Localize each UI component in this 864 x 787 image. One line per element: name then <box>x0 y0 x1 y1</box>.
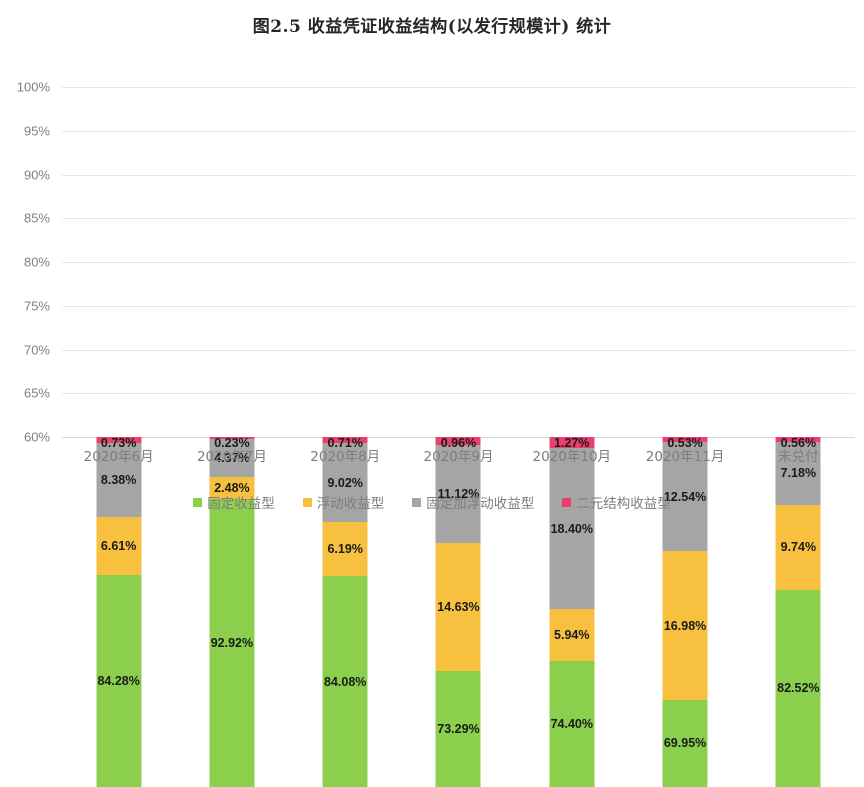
legend-item[interactable]: 固定加浮动收益型 <box>412 492 534 512</box>
bar-segment[interactable] <box>96 443 142 517</box>
y-axis-tick: 65% <box>23 385 50 401</box>
legend-item[interactable]: 二元结构收益型 <box>562 492 671 512</box>
chart-container: 图2.5 收益凭证收益结构(以发行规模计) 统计 100% 95% 90% 85% 80… <box>0 17 864 787</box>
bar-group[interactable]: 1.27% 18.40% 5.94% 74.40% <box>515 87 628 787</box>
bar-segment[interactable] <box>549 448 595 610</box>
gridline <box>62 174 855 176</box>
bar-segment[interactable] <box>209 477 255 499</box>
bar-segment[interactable] <box>322 443 368 523</box>
bar-segment[interactable] <box>549 661 595 787</box>
gridline <box>62 262 855 263</box>
bar-segment[interactable] <box>662 551 708 700</box>
gridline <box>62 130 855 132</box>
x-axis-tick: 2020年11月 <box>645 449 725 465</box>
bar-segment[interactable] <box>96 574 142 787</box>
chart-title: 图2.5 收益凭证收益结构(以发行规模计) 统计 <box>252 17 612 37</box>
legend-swatch-icon <box>193 497 203 507</box>
x-axis-tick: 2020年9月 <box>423 449 494 465</box>
y-axis-tick: 95% <box>23 123 50 139</box>
y-axis-tick: 80% <box>23 254 50 270</box>
x-axis-tick: 2020年6月 <box>83 449 154 465</box>
bar-group[interactable]: 0.96% 11.12% 14.63% 73.29% <box>402 87 515 787</box>
legend-label: 二元结构收益型 <box>576 496 671 512</box>
bar-segment[interactable] <box>322 576 368 787</box>
gridline <box>62 349 855 351</box>
bar-segment[interactable] <box>96 516 142 575</box>
bar-segment[interactable] <box>662 437 708 442</box>
x-axis-labels: 2020年6月 2020年7月 2020年8月 2020年9月 2020年10月 2020… <box>62 445 855 469</box>
bar-segment[interactable] <box>775 504 821 590</box>
bar-group[interactable]: 0.23% 4.37% 2.48% 92.92% <box>175 87 288 787</box>
bar-segment[interactable] <box>775 441 821 505</box>
bar-segment[interactable] <box>775 589 821 787</box>
bar-segment[interactable] <box>209 437 255 439</box>
x-axis-tick: 未兑付 <box>778 449 819 465</box>
legend-swatch-icon <box>562 497 572 507</box>
legend-swatch-icon <box>412 497 422 507</box>
bar-segment[interactable] <box>209 498 255 787</box>
y-axis-tick: 70% <box>23 342 50 357</box>
chart-legend: 固定收益型 浮动收益型 固定加浮动收益型 二元结构收益型 <box>0 492 864 512</box>
gridline <box>62 218 855 220</box>
gridline <box>62 393 855 395</box>
bar-segment[interactable] <box>322 437 368 444</box>
legend-label: 浮动收益型 <box>316 496 385 512</box>
bar-segment[interactable] <box>435 437 481 446</box>
bar-segment[interactable] <box>322 522 368 577</box>
x-axis-tick: 2020年7月 <box>196 449 267 465</box>
legend-item[interactable]: 固定收益型 <box>193 492 275 512</box>
gridline <box>62 87 855 88</box>
bar-segment[interactable] <box>775 437 821 442</box>
bar-segment[interactable] <box>549 437 595 449</box>
y-axis-labels: 100% 95% 90% 85% 80% 75% 70% 65% 60% <box>0 80 56 445</box>
y-axis-tick: 75% <box>23 298 50 314</box>
legend-label: 固定加浮动收益型 <box>426 496 535 512</box>
bar-group[interactable]: 0.73% 8.38% 6.61% 84.28% <box>62 87 175 787</box>
x-axis-tick: 2020年8月 <box>310 449 381 465</box>
bar-group[interactable]: 0.71% 9.02% 6.19% 84.08% <box>289 87 402 787</box>
y-axis-tick: 90% <box>23 167 50 182</box>
bar-segment[interactable] <box>209 439 255 478</box>
legend-swatch-icon <box>302 497 312 507</box>
bar-segment[interactable] <box>435 542 481 671</box>
bar-segment[interactable] <box>96 437 142 444</box>
y-axis-tick: 85% <box>23 210 50 226</box>
bar-segment[interactable] <box>435 670 481 787</box>
bar-group[interactable]: 0.53% 12.54% 16.98% 69.95% <box>628 87 741 787</box>
bar-segment[interactable] <box>549 609 595 662</box>
bar-group[interactable]: 0.56% 7.18% 9.74% 82.52% <box>742 87 855 787</box>
y-axis-tick: 100% <box>16 79 50 95</box>
legend-label: 固定收益型 <box>207 496 275 512</box>
y-axis-tick: 60% <box>23 429 50 445</box>
x-axis-tick: 2020年10月 <box>532 449 612 465</box>
gridline <box>62 305 855 307</box>
bars-layer: 0.73% 8.38% 6.61% 84.28% 0.23% 4.37% 2.48% 92.9… <box>62 87 855 787</box>
legend-item[interactable]: 浮动收益型 <box>302 492 385 512</box>
bar-segment[interactable] <box>662 699 708 787</box>
